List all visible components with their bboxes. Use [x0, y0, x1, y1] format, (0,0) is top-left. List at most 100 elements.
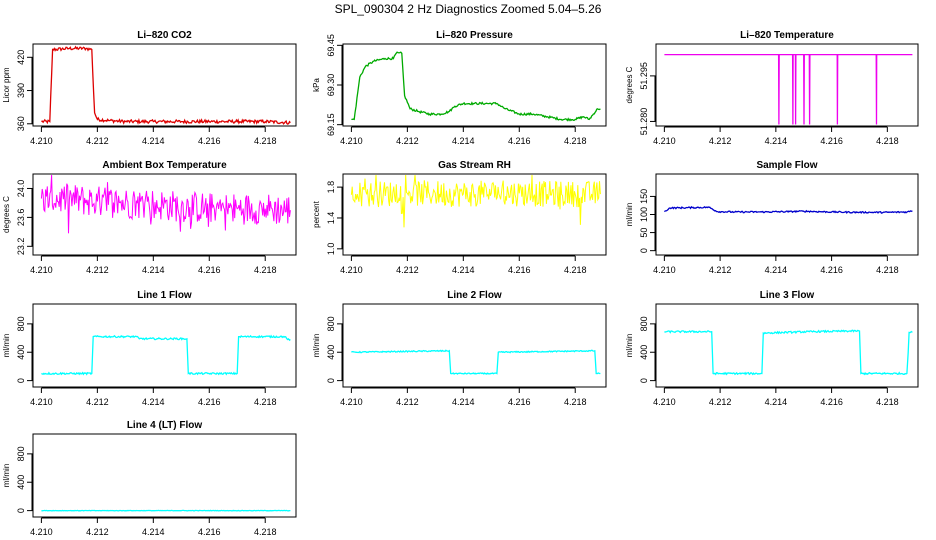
- x-tick-label: 4.216: [508, 265, 531, 275]
- x-tick-label: 4.218: [876, 136, 899, 146]
- x-tick-label: 4.216: [198, 397, 221, 407]
- y-axis-label: ml/min: [2, 334, 11, 358]
- y-tick-label: 51.280: [639, 108, 649, 136]
- plot-frame: [342, 173, 607, 256]
- y-tick-label: 51.295: [639, 62, 649, 90]
- x-tick-label: 4.214: [765, 397, 788, 407]
- panel-title: Line 3 Flow: [760, 290, 815, 301]
- y-tick-label: 420: [16, 50, 26, 65]
- x-tick-label: 4.216: [198, 136, 221, 146]
- panel-2: Li–820 Pressure 4.210 4.212 4.214 4.216 4.218…: [312, 30, 607, 146]
- panel-9: Line 3 Flow 4.210 4.212 4.214 4.216 4.218 0 400…: [625, 290, 919, 407]
- y-axis-label: ml/min: [625, 203, 634, 227]
- panel-10: Line 4 (LT) Flow 4.210 4.212 4.214 4.216 4.21…: [2, 420, 297, 537]
- x-tick-label: 4.210: [30, 136, 53, 146]
- x-tick-label: 4.212: [86, 136, 109, 146]
- y-tick-label: 800: [16, 446, 26, 461]
- x-tick-label: 4.216: [198, 527, 221, 537]
- y-axis-label: percent: [312, 200, 321, 227]
- x-tick-label: 4.210: [340, 136, 363, 146]
- panel-title: Gas Stream RH: [438, 160, 511, 171]
- y-tick-label: 1.0: [326, 243, 336, 256]
- x-tick-label: 4.216: [198, 265, 221, 275]
- x-tick-label: 4.210: [30, 397, 53, 407]
- y-tick-label: 390: [16, 83, 26, 98]
- y-tick-label: 400: [639, 345, 649, 360]
- x-tick-label: 4.212: [396, 397, 419, 407]
- panel-7: Line 1 Flow 4.210 4.212 4.214 4.216 4.218 0 400…: [2, 290, 297, 407]
- y-tick-label: 360: [16, 116, 26, 131]
- panel-title: Line 1 Flow: [137, 290, 192, 301]
- panel-title: Li–820 CO2: [137, 30, 192, 41]
- y-tick-label: 0: [639, 378, 649, 383]
- x-tick-label: 4.212: [709, 265, 732, 275]
- x-tick-label: 4.216: [508, 136, 531, 146]
- y-axis-label: degrees C: [2, 196, 11, 233]
- series-line: [351, 51, 601, 122]
- x-tick-label: 4.212: [396, 136, 419, 146]
- x-tick-label: 4.218: [254, 527, 277, 537]
- series-line: [41, 45, 291, 125]
- plot-frame: [32, 43, 297, 127]
- x-tick-label: 4.210: [30, 527, 53, 537]
- x-tick-label: 4.210: [653, 397, 676, 407]
- x-tick-label: 4.214: [765, 265, 788, 275]
- y-tick-label: 69.45: [326, 34, 336, 57]
- series-line: [40, 174, 291, 234]
- y-tick-label: 150: [639, 189, 649, 204]
- panel-4: Ambient Box Temperature 4.210 4.212 4.214 4.…: [2, 160, 297, 275]
- x-tick-label: 4.210: [30, 265, 53, 275]
- x-tick-label: 4.218: [876, 397, 899, 407]
- x-tick-label: 4.214: [142, 397, 165, 407]
- y-axis-label: ml/min: [312, 334, 321, 358]
- y-axis-label: ml/min: [2, 464, 11, 488]
- y-tick-label: 69.30: [326, 74, 336, 97]
- y-tick-label: 800: [16, 316, 26, 331]
- y-tick-label: 24.0: [16, 180, 26, 198]
- figure-title: SPL_090304 2 Hz Diagnostics Zoomed 5.04–…: [334, 2, 602, 16]
- x-tick-label: 4.214: [452, 397, 475, 407]
- y-tick-label: 400: [16, 475, 26, 490]
- x-tick-label: 4.216: [820, 265, 843, 275]
- plot-frame: [32, 433, 297, 518]
- x-tick-label: 4.214: [142, 527, 165, 537]
- panel-title: Ambient Box Temperature: [102, 160, 227, 171]
- series-line: [350, 174, 601, 228]
- x-tick-label: 4.218: [564, 265, 587, 275]
- panel-title: Line 4 (LT) Flow: [127, 420, 203, 431]
- y-tick-label: 0: [326, 378, 336, 383]
- x-tick-label: 4.212: [709, 397, 732, 407]
- x-tick-label: 4.212: [86, 265, 109, 275]
- panel-title: Li–820 Temperature: [740, 30, 834, 41]
- series-line: [41, 334, 291, 376]
- panel-3: Li–820 Temperature 4.210 4.212 4.214 4.216 4.…: [625, 30, 919, 146]
- y-axis-label: kPa: [312, 78, 321, 92]
- plot-frame: [342, 43, 607, 127]
- y-tick-label: 100: [639, 207, 649, 222]
- y-axis-label: ml/min: [625, 334, 634, 358]
- x-tick-label: 4.216: [820, 136, 843, 146]
- x-tick-label: 4.218: [254, 265, 277, 275]
- x-tick-label: 4.218: [254, 136, 277, 146]
- panel-title: Sample Flow: [756, 160, 817, 171]
- x-tick-label: 4.210: [340, 265, 363, 275]
- series-line: [664, 53, 913, 125]
- x-tick-label: 4.218: [564, 397, 587, 407]
- y-tick-label: 0: [639, 248, 649, 253]
- x-tick-label: 4.210: [653, 136, 676, 146]
- y-tick-label: 23.2: [16, 238, 26, 256]
- panel-6: Sample Flow 4.210 4.212 4.214 4.216 4.218 0 50 1…: [625, 160, 919, 275]
- panel-5: Gas Stream RH 4.210 4.212 4.214 4.216 4.218 1.…: [312, 160, 607, 275]
- plot-frame: [32, 173, 297, 256]
- y-tick-label: 400: [326, 345, 336, 360]
- y-tick-label: 23.6: [16, 209, 26, 227]
- panel-title: Line 2 Flow: [447, 290, 502, 301]
- x-tick-label: 4.216: [820, 397, 843, 407]
- y-tick-label: 1.8: [326, 181, 336, 194]
- x-tick-label: 4.214: [142, 265, 165, 275]
- panel-1: Li–820 CO2 4.210 4.212 4.214 4.216 4.218 360 39…: [2, 30, 297, 146]
- plot-frame: [342, 303, 607, 388]
- x-tick-label: 4.212: [709, 136, 732, 146]
- y-tick-label: 0: [16, 508, 26, 513]
